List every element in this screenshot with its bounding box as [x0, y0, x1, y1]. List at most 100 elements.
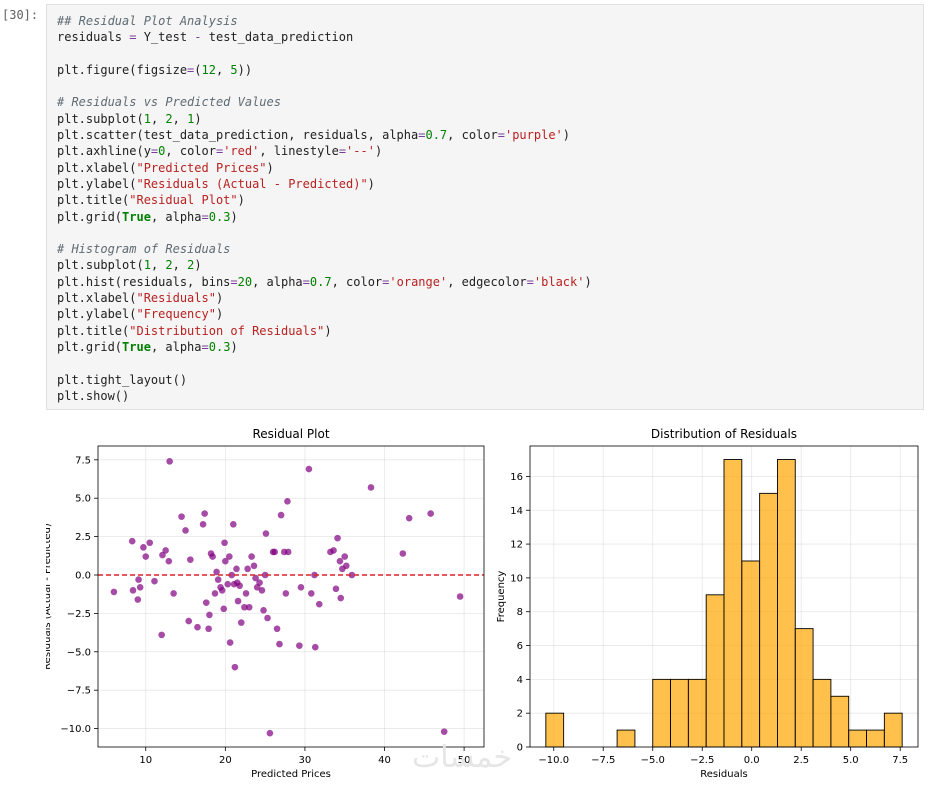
code-token: =: [215, 144, 224, 159]
scatter-point: [271, 548, 278, 556]
scatter-point: [128, 537, 136, 545]
scatter-point: [348, 571, 356, 579]
x-tick-label: 20: [219, 755, 232, 766]
scatter-point: [211, 590, 219, 597]
code-token: 'orange': [389, 274, 448, 289]
code-token: 2: [165, 258, 173, 273]
scatter-point: [140, 544, 147, 551]
code-token: test_data_prediction: [201, 30, 354, 45]
scatter-point: [194, 623, 201, 631]
scatter-point: [136, 583, 144, 591]
code-token: True: [122, 339, 151, 354]
scatter-point: [220, 605, 228, 613]
scatter-point: [341, 553, 349, 560]
scatter-point: [226, 639, 234, 646]
code-token: plt.ylabel(: [57, 176, 137, 191]
code-line: residuals = Y_test - test_data_predictio…: [57, 29, 592, 45]
code-token: 0.7: [425, 128, 448, 143]
y-axis-label: Frequency: [496, 571, 507, 623]
code-token: "Frequency": [136, 307, 216, 322]
scatter-point: [213, 568, 220, 576]
x-axis-label: Residuals: [700, 769, 747, 780]
code-token: , color: [447, 128, 498, 143]
histogram-bar: [812, 678, 832, 748]
code-token: , alpha: [252, 274, 303, 289]
code-token: ): [374, 144, 383, 159]
code-token: 12: [201, 62, 216, 77]
scatter-point: [264, 614, 271, 622]
scatter-point: [129, 587, 137, 594]
scatter-point: [166, 458, 173, 465]
code-token: 0.7: [309, 274, 332, 289]
histogram-bar: [652, 678, 672, 748]
code-token: 1: [187, 111, 195, 126]
code-token: , color: [165, 144, 216, 159]
histogram-bar: [687, 678, 707, 748]
scatter-point: [151, 577, 158, 585]
code-token: =: [129, 30, 137, 45]
scatter-point: [252, 574, 259, 582]
scatter-point: [315, 600, 323, 608]
x-tick-label: −7.5: [591, 755, 615, 766]
code-token: 'black': [533, 274, 585, 289]
scatter-point: [250, 562, 258, 570]
plot-area: [98, 446, 484, 747]
code-token: =: [338, 144, 347, 159]
scatter-point: [260, 607, 267, 614]
code-line: plt.ylabel("Residuals (Actual - Predicte…: [57, 176, 592, 192]
scatter-point: [334, 534, 341, 542]
histogram-bar: [741, 560, 761, 748]
code-token: =: [382, 274, 390, 289]
code-token: 'purple': [504, 128, 563, 143]
code-token: ,: [150, 258, 166, 273]
code-line: [57, 355, 592, 371]
scatter-point: [284, 497, 291, 505]
code-cell-editor[interactable]: ## Residual Plot Analysis residuals = Y_t…: [46, 4, 924, 410]
scatter-point: [336, 557, 344, 565]
scatter-point: [311, 643, 319, 651]
histogram-bar: [866, 729, 885, 748]
code-line: [57, 225, 592, 241]
code-token: ): [367, 176, 375, 191]
scatter-point: [237, 619, 245, 626]
scatter-point: [228, 571, 236, 579]
scatter-point: [231, 663, 239, 671]
y-tick-label: 7.5: [75, 455, 91, 466]
code-token: plt.tight_layout(): [57, 372, 188, 387]
histogram-bar: [759, 492, 778, 748]
code-token: , color: [331, 274, 383, 289]
watermark: خمسات: [412, 740, 513, 775]
code-line: plt.ylabel("Frequency"): [57, 306, 592, 322]
scatter-point: [440, 728, 448, 735]
histogram-bar: [723, 459, 743, 748]
histogram-bar: [830, 695, 850, 748]
x-tick-label: 5.0: [843, 755, 859, 766]
code-token: plt.grid(: [57, 339, 123, 354]
scatter-point: [266, 729, 274, 737]
scatter-point: [282, 590, 290, 597]
scatter-point: [337, 594, 345, 602]
code-token: '--': [346, 144, 375, 159]
y-tick-label: 4: [517, 675, 523, 686]
residual-plot: [94, 445, 485, 751]
code-line: plt.scatter(test_data_prediction, residu…: [57, 127, 592, 143]
code-token: , alpha: [150, 209, 202, 224]
scatter-point: [405, 514, 413, 522]
scatter-point: [209, 553, 216, 560]
code-token: plt.ylabel(: [57, 307, 137, 322]
histogram-bar: [705, 594, 725, 748]
y-tick-label: 0.0: [75, 571, 91, 582]
code-token: , alpha: [150, 339, 202, 354]
code-line: plt.subplot(1, 2, 1): [57, 111, 592, 127]
x-tick-label: 50: [458, 755, 471, 766]
code-token: plt.xlabel(: [57, 291, 137, 306]
code-token: 2: [165, 111, 173, 126]
scatter-point: [199, 521, 207, 528]
code-token: plt.figure(figsize: [57, 62, 188, 77]
code-token: ## Residual Plot Analysis: [57, 14, 238, 28]
scatter-point: [187, 556, 194, 563]
code-line: # Histogram of Residuals: [57, 241, 592, 257]
scatter-point: [332, 585, 340, 593]
code-line: plt.grid(True, alpha=0.3): [57, 209, 592, 225]
code-token: =: [497, 128, 505, 143]
